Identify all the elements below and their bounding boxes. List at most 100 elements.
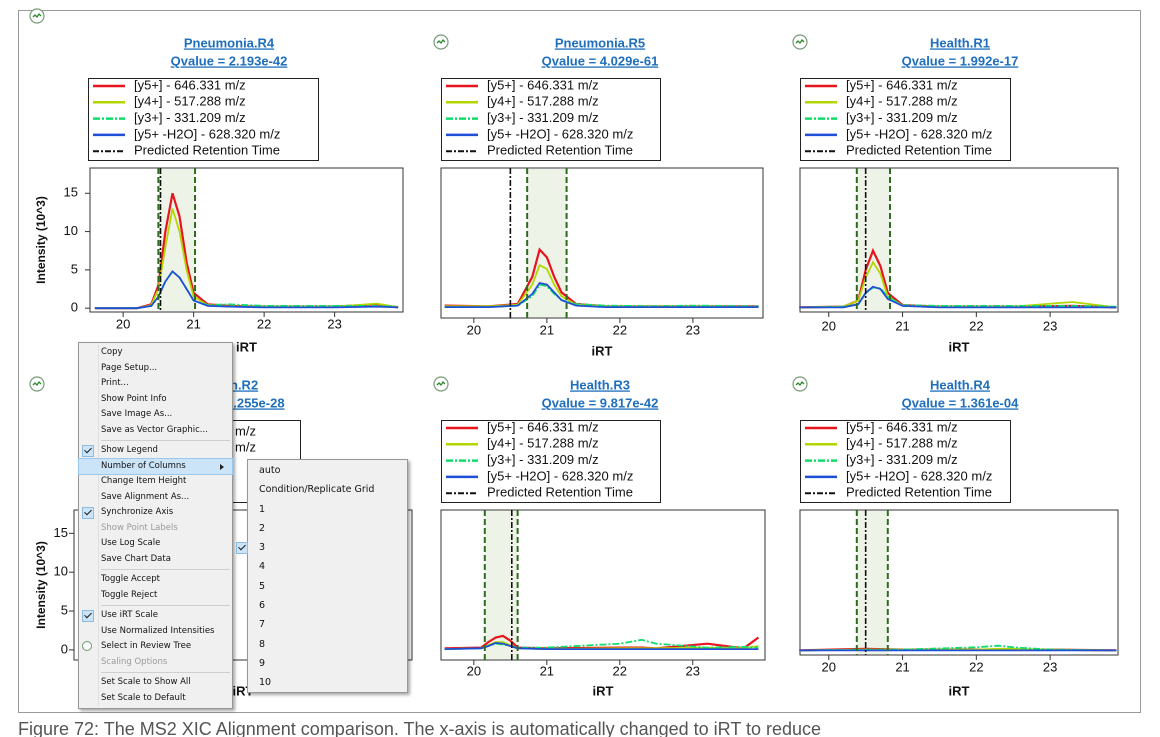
submenu-item[interactable]: 8: [248, 635, 407, 654]
plot-area: [440, 167, 764, 319]
check-mark: [82, 445, 94, 457]
menu-separator: [101, 605, 230, 606]
y-tick-label: 0: [61, 641, 68, 656]
menu-item-label: Save Chart Data: [101, 553, 171, 564]
menu-item[interactable]: Save Chart Data: [79, 552, 232, 568]
x-tick-label: 23: [1043, 659, 1057, 674]
submenu-item-label: auto: [259, 465, 281, 476]
x-tick-label: 21: [895, 659, 909, 674]
menu-item[interactable]: Save Alignment As...: [79, 490, 232, 506]
menu-item[interactable]: Use iRT Scale: [79, 608, 232, 624]
legend-label: Predicted Retention Time: [134, 143, 280, 158]
submenu-item[interactable]: 6: [248, 596, 407, 615]
legend-label: Predicted Retention Time: [487, 485, 633, 500]
legend-label: [y5+ -H2O] - 628.320 m/z: [487, 468, 633, 483]
legend-label: m/z: [235, 440, 256, 455]
menu-item[interactable]: Toggle Accept: [79, 572, 232, 588]
panel-subtitle: Qvalue = 1.992e-17: [902, 53, 1019, 68]
menu-item[interactable]: Select in Review Tree: [79, 639, 232, 655]
menu-item: Show Point Labels: [79, 521, 232, 537]
legend-label: Predicted Retention Time: [846, 485, 992, 500]
menu-item[interactable]: Use Normalized Intensities: [79, 624, 232, 640]
panel-title: n.R2: [230, 377, 258, 392]
plot-area: [799, 509, 1119, 656]
x-tick-label: 21: [186, 316, 200, 331]
legend-label: [y5+] - 646.331 m/z: [487, 77, 599, 92]
menu-item-label: Toggle Accept: [101, 574, 161, 584]
submenu-arrow: [220, 463, 224, 470]
legend-label: [y5+ -H2O] - 628.320 m/z: [846, 468, 992, 483]
submenu-item[interactable]: 7: [248, 615, 407, 634]
menu-item[interactable]: Show Point Info: [79, 392, 232, 408]
y-tick-label: 5: [61, 602, 68, 617]
menu-item-label: Use Log Scale: [101, 538, 161, 548]
trace: [94, 270, 399, 310]
legend-box: [88, 78, 319, 161]
submenu-item-label: Condition/Replicate Grid: [259, 484, 375, 496]
x-axis-label: iRT: [592, 343, 613, 358]
menu-item: Scaling Options: [79, 655, 232, 671]
submenu-item[interactable]: 5: [248, 577, 407, 596]
submenu-item-label: 5: [259, 580, 266, 592]
trace: [444, 281, 759, 309]
menu-item-label: Show Point Info: [101, 393, 167, 404]
x-axis-label: iRT: [593, 683, 614, 698]
menu-item[interactable]: Page Setup...: [79, 361, 232, 377]
panel-subtitle: Qvalue = 1.361e-04: [902, 395, 1019, 410]
menu-item[interactable]: Toggle Reject: [79, 588, 232, 604]
menu-item[interactable]: Synchronize Axis: [79, 505, 232, 521]
menu-item[interactable]: Save as Vector Graphic...: [79, 423, 232, 439]
legend-label: [y5+ -H2O] - 628.320 m/z: [487, 126, 633, 141]
submenu-item[interactable]: 3: [236, 538, 407, 557]
y-axis-label: Intensity (10^3): [34, 196, 48, 284]
submenu-item[interactable]: 9: [248, 654, 407, 673]
y-tick-label: 15: [54, 525, 68, 540]
chart-icon-glyph: [436, 380, 446, 387]
panel-subtitle: 7.255e-28: [226, 395, 285, 410]
submenu-item[interactable]: Condition/Replicate Grid: [248, 480, 407, 499]
submenu-item[interactable]: auto: [248, 461, 407, 480]
panel-title: Health.R3: [570, 377, 630, 392]
legend-label: [y3+] - 331.209 m/z: [846, 110, 958, 125]
menu-item[interactable]: Print...: [79, 376, 232, 392]
menu-item[interactable]: Change Item Height: [79, 474, 232, 490]
x-tick-label: 21: [540, 322, 554, 337]
y-tick-label: 10: [64, 223, 78, 238]
check-mark: [236, 542, 248, 555]
menu-item-label: Set Scale to Show All: [101, 677, 191, 687]
legend-label: Predicted Retention Time: [846, 143, 992, 158]
submenu-item-label: 3: [259, 542, 266, 554]
menu-item-label: Scaling Options: [101, 656, 168, 667]
chart-icon-glyph: [436, 38, 446, 45]
menu-item-label: Number of Columns: [101, 460, 186, 471]
menu-item[interactable]: Number of Columns: [78, 457, 233, 475]
submenu-item-label: 7: [259, 619, 266, 631]
submenu-item[interactable]: 1: [248, 500, 407, 519]
menu-item[interactable]: Set Scale to Default: [79, 691, 232, 707]
trace: [799, 644, 1117, 652]
menu-item-label: Save Image As...: [101, 409, 173, 419]
submenu-item[interactable]: 4: [248, 557, 407, 576]
figure-caption: Figure 72: The MS2 XIC Alignment compari…: [18, 719, 821, 737]
menu-item[interactable]: Use Log Scale: [79, 536, 232, 552]
menu-separator: [101, 672, 230, 673]
chart-icon-glyph: [32, 12, 42, 19]
x-tick-label: 20: [467, 322, 481, 337]
y-tick-label: 10: [54, 564, 68, 579]
legend-label: Predicted Retention Time: [487, 143, 633, 158]
menu-item[interactable]: Save Image As...: [79, 407, 232, 423]
x-tick-label: 21: [895, 318, 909, 333]
menu-item-label: Change Item Height: [101, 476, 187, 486]
menu-item[interactable]: Copy: [79, 345, 232, 361]
chart-icon-glyph: [32, 380, 42, 387]
legend-label: [y5+] - 646.331 m/z: [846, 77, 958, 92]
menu-item-label: Use iRT Scale: [101, 610, 158, 620]
menu-item[interactable]: Set Scale to Show All: [79, 675, 232, 691]
menu-item[interactable]: Show Legend: [79, 443, 232, 459]
check-mark: [82, 507, 94, 519]
panel-subtitle: Qvalue = 4.029e-61: [542, 53, 659, 68]
submenu-item[interactable]: 2: [248, 519, 407, 538]
submenu-item[interactable]: 10: [248, 673, 407, 692]
panel-title: Health.R4: [930, 377, 991, 392]
